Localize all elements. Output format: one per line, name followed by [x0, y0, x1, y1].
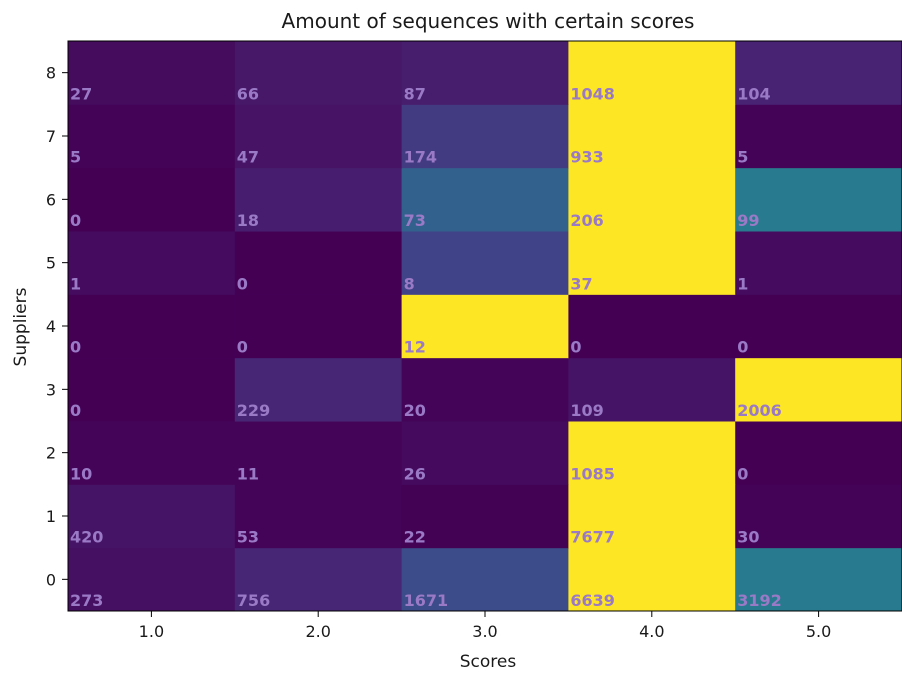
cell-value-r4-c0: 0: [70, 338, 81, 357]
heatmap-cell-r2-c4: [735, 421, 902, 485]
heatmap-cell-r3-c2: [402, 358, 569, 422]
cell-value-r7-c4: 5: [737, 148, 748, 167]
heatmap-cells: [68, 41, 902, 612]
cell-value-r8-c3: 1048: [570, 84, 615, 103]
cell-value-r5-c1: 0: [237, 274, 248, 293]
x-tick-label-1: 2.0: [305, 622, 330, 641]
heatmap-cell-r7-c0: [68, 104, 235, 168]
cell-value-r6-c3: 206: [570, 211, 603, 230]
heatmap-cell-r4-c0: [68, 294, 235, 358]
y-tick-label-3: 3: [46, 380, 56, 399]
heatmap-cell-r5-c4: [735, 231, 902, 295]
heatmap-cell-r5-c3: [568, 231, 735, 295]
cell-value-r4-c3: 0: [570, 338, 581, 357]
cell-value-r7-c0: 5: [70, 148, 81, 167]
cell-value-r1-c4: 30: [737, 528, 759, 547]
cell-value-r2-c1: 11: [237, 464, 259, 483]
cell-value-r0-c0: 273: [70, 591, 103, 610]
cell-value-r8-c1: 66: [237, 84, 259, 103]
cell-value-r2-c0: 10: [70, 464, 92, 483]
cell-value-r3-c4: 2006: [737, 401, 782, 420]
x-tick-label-0: 1.0: [139, 622, 164, 641]
cell-value-r5-c0: 1: [70, 274, 81, 293]
y-tick-label-6: 6: [46, 190, 56, 209]
y-tick-label-7: 7: [46, 127, 56, 146]
cell-value-r1-c1: 53: [237, 528, 259, 547]
chart-title: Amount of sequences with certain scores: [282, 9, 695, 33]
y-axis-label: Suppliers: [11, 287, 31, 366]
heatmap-cell-r5-c1: [235, 231, 402, 295]
cell-value-r7-c1: 47: [237, 148, 259, 167]
cell-value-r8-c0: 27: [70, 84, 92, 103]
y-tick-label-4: 4: [46, 317, 56, 336]
cell-value-r2-c2: 26: [404, 464, 426, 483]
cell-value-r5-c3: 37: [570, 274, 592, 293]
heatmap-cell-r7-c4: [735, 104, 902, 168]
cell-value-r8-c4: 104: [737, 84, 770, 103]
cell-value-r6-c4: 99: [737, 211, 759, 230]
cell-value-r4-c2: 12: [404, 338, 426, 357]
heatmap-cell-r1-c4: [735, 484, 902, 548]
y-tick-label-1: 1: [46, 507, 56, 526]
y-tick-label-5: 5: [46, 254, 56, 273]
cell-value-r8-c2: 87: [404, 84, 426, 103]
y-tick-label-0: 0: [46, 570, 56, 589]
y-tick-label-2: 2: [46, 444, 56, 463]
heatmap-cell-r4-c3: [568, 294, 735, 358]
cell-value-r1-c3: 7677: [570, 528, 615, 547]
heatmap-cell-r5-c0: [68, 231, 235, 295]
cell-value-r0-c1: 756: [237, 591, 270, 610]
heatmap-cell-r1-c1: [235, 484, 402, 548]
heatmap-cell-r6-c0: [68, 168, 235, 232]
cell-value-r5-c4: 1: [737, 274, 748, 293]
cell-value-r0-c4: 3192: [737, 591, 782, 610]
heatmap-cell-r4-c1: [235, 294, 402, 358]
cell-value-r6-c2: 73: [404, 211, 426, 230]
heatmap-cell-r3-c0: [68, 358, 235, 422]
heatmap-cell-r8-c0: [68, 41, 235, 105]
heatmap-cell-r1-c2: [402, 484, 569, 548]
cell-value-r3-c2: 20: [404, 401, 426, 420]
cell-value-r1-c2: 22: [404, 528, 426, 547]
x-tick-label-3: 4.0: [639, 622, 664, 641]
x-tick-label-4: 5.0: [806, 622, 831, 641]
heatmap-cell-r2-c2: [402, 421, 569, 485]
heatmap-cell-r7-c1: [235, 104, 402, 168]
cell-value-r6-c0: 0: [70, 211, 81, 230]
heatmap-cell-r6-c4: [735, 168, 902, 232]
y-tick-label-8: 8: [46, 64, 56, 83]
heatmap-cell-r4-c2: [402, 294, 569, 358]
heatmap-cell-r5-c2: [402, 231, 569, 295]
cell-value-r6-c1: 18: [237, 211, 259, 230]
cell-value-r3-c1: 229: [237, 401, 270, 420]
x-axis-label: Scores: [460, 652, 517, 672]
cell-value-r7-c2: 174: [404, 148, 437, 167]
heatmap-cell-r2-c1: [235, 421, 402, 485]
heatmap-cell-r6-c2: [402, 168, 569, 232]
heatmap-cell-r8-c2: [402, 41, 569, 105]
cell-value-r5-c2: 8: [404, 274, 415, 293]
heatmap-cell-r8-c1: [235, 41, 402, 105]
cell-value-r2-c4: 0: [737, 464, 748, 483]
heatmap-cell-r6-c1: [235, 168, 402, 232]
cell-value-r3-c3: 109: [570, 401, 603, 420]
cell-value-r1-c0: 420: [70, 528, 103, 547]
cell-value-r0-c3: 6639: [570, 591, 615, 610]
cell-value-r3-c0: 0: [70, 401, 81, 420]
cell-value-r4-c4: 0: [737, 338, 748, 357]
cell-value-r0-c2: 1671: [404, 591, 449, 610]
heatmap-cell-r2-c0: [68, 421, 235, 485]
x-tick-label-2: 3.0: [472, 622, 497, 641]
cell-value-r4-c1: 0: [237, 338, 248, 357]
cell-value-r7-c3: 933: [570, 148, 603, 167]
cell-value-r2-c3: 1085: [570, 464, 615, 483]
heatmap-cell-r4-c4: [735, 294, 902, 358]
